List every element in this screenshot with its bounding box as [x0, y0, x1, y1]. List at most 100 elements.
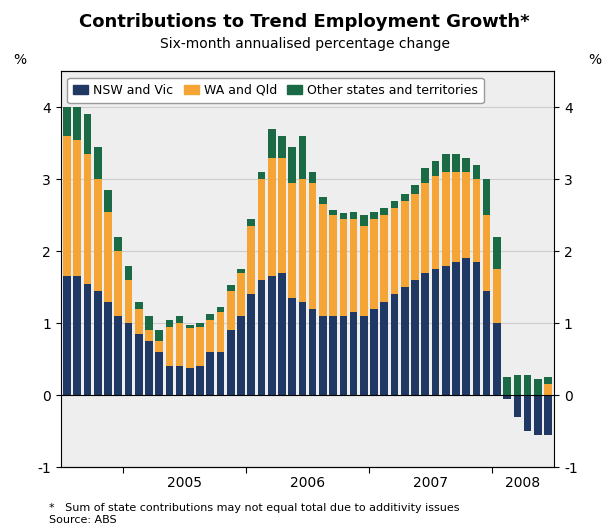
Bar: [166, 327, 173, 366]
Bar: [196, 323, 204, 327]
Bar: [217, 313, 224, 352]
Bar: [94, 180, 102, 291]
Bar: [452, 262, 460, 395]
Text: %: %: [13, 53, 26, 68]
Bar: [155, 341, 163, 352]
Bar: [442, 266, 449, 395]
Bar: [340, 219, 347, 316]
Bar: [135, 301, 143, 309]
Bar: [421, 183, 429, 273]
Bar: [94, 147, 102, 180]
Bar: [63, 277, 71, 395]
Text: 2008: 2008: [505, 476, 540, 490]
Bar: [534, 380, 541, 395]
Bar: [83, 154, 91, 284]
Bar: [340, 213, 347, 219]
Bar: [442, 172, 449, 266]
Bar: [63, 107, 71, 136]
Bar: [237, 316, 245, 395]
Bar: [217, 352, 224, 395]
Bar: [237, 273, 245, 316]
Bar: [391, 208, 398, 295]
Bar: [258, 280, 266, 395]
Bar: [196, 327, 204, 366]
Bar: [217, 307, 224, 313]
Text: 2006: 2006: [290, 476, 325, 490]
Bar: [309, 172, 317, 183]
Bar: [483, 291, 490, 395]
Bar: [74, 107, 81, 140]
Bar: [391, 201, 398, 208]
Bar: [125, 323, 132, 395]
Bar: [298, 301, 306, 395]
Bar: [503, 378, 511, 395]
Text: %: %: [589, 53, 602, 68]
Bar: [268, 277, 275, 395]
Text: 2007: 2007: [413, 476, 448, 490]
Bar: [329, 316, 337, 395]
Bar: [411, 280, 419, 395]
Bar: [94, 291, 102, 395]
Bar: [258, 180, 266, 280]
Bar: [166, 366, 173, 395]
Bar: [176, 323, 183, 366]
Bar: [206, 319, 214, 352]
Bar: [432, 176, 439, 269]
Bar: [176, 316, 183, 323]
Text: Source: ABS: Source: ABS: [49, 515, 116, 525]
Bar: [381, 215, 388, 301]
Bar: [473, 180, 481, 262]
Bar: [278, 136, 286, 158]
Bar: [186, 368, 194, 395]
Bar: [258, 172, 266, 180]
Bar: [145, 331, 153, 341]
Bar: [370, 219, 378, 309]
Bar: [186, 325, 194, 328]
Bar: [462, 172, 470, 259]
Bar: [483, 180, 490, 215]
Bar: [83, 115, 91, 154]
Bar: [350, 313, 357, 395]
Bar: [432, 161, 439, 176]
Bar: [503, 395, 511, 399]
Bar: [104, 212, 112, 301]
Bar: [524, 375, 532, 395]
Bar: [370, 212, 378, 219]
Bar: [268, 129, 275, 158]
Bar: [401, 287, 409, 395]
Bar: [391, 295, 398, 395]
Text: Six-month annualised percentage change: Six-month annualised percentage change: [160, 37, 449, 51]
Bar: [329, 210, 337, 215]
Bar: [268, 158, 275, 277]
Bar: [421, 168, 429, 183]
Bar: [288, 147, 296, 183]
Bar: [298, 136, 306, 180]
Text: *   Sum of state contributions may not equal total due to additivity issues: * Sum of state contributions may not equ…: [49, 503, 459, 513]
Bar: [206, 352, 214, 395]
Text: 2005: 2005: [167, 476, 202, 490]
Bar: [114, 316, 122, 395]
Bar: [83, 284, 91, 395]
Bar: [360, 215, 368, 226]
Bar: [288, 183, 296, 298]
Bar: [227, 291, 234, 331]
Bar: [493, 323, 501, 395]
Bar: [319, 197, 327, 204]
Bar: [237, 269, 245, 273]
Bar: [381, 301, 388, 395]
Bar: [278, 158, 286, 273]
Bar: [309, 309, 317, 395]
Bar: [442, 154, 449, 172]
Bar: [534, 395, 541, 435]
Bar: [432, 269, 439, 395]
Bar: [513, 375, 521, 395]
Bar: [135, 309, 143, 334]
Bar: [473, 165, 481, 180]
Bar: [155, 352, 163, 395]
Bar: [493, 237, 501, 269]
Bar: [544, 378, 552, 384]
Bar: [513, 395, 521, 417]
Bar: [186, 328, 194, 368]
Bar: [483, 215, 490, 291]
Bar: [544, 384, 552, 395]
